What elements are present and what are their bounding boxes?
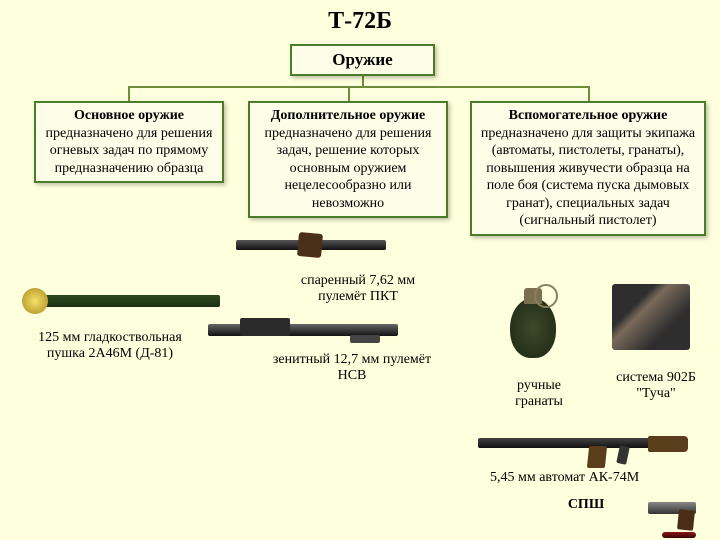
connector (128, 86, 590, 88)
connector (128, 86, 130, 101)
additional-text: предназначено для решения задач, решение… (265, 126, 432, 211)
connector (588, 86, 590, 101)
rifle-label: 5,45 мм автомат АК-74М (490, 470, 710, 486)
rifle-icon (478, 430, 688, 464)
grenade-icon (510, 298, 556, 358)
aux-box: Вспомогательное оружие предназначено для… (470, 101, 706, 236)
slide-title: Т-72Б (0, 0, 720, 35)
main-box: Основное оружие предназначено для решени… (34, 101, 224, 183)
additional-box: Дополнительное оружие предназначено для … (248, 101, 448, 218)
pistol-icon (648, 502, 704, 530)
aux-text: предназначено для защиты экипажа (автома… (481, 126, 695, 229)
nsv-handle-icon (350, 335, 380, 343)
grenades-label: ручные гранаты (504, 378, 574, 410)
header-box: Оружие (290, 44, 435, 76)
additional-heading: Дополнительное оружие (271, 108, 425, 123)
nsv-label: зенитный 12,7 мм пулемёт НСВ (272, 352, 432, 384)
cannon-label: 125 мм гладкоствольная пушка 2А46М (Д-81… (30, 330, 190, 362)
smoke-label: система 902Б "Туча" (602, 370, 710, 402)
spsh-label: СПШ (556, 497, 616, 513)
pkt-label: спаренный 7,62 мм пулемёт ПКТ (278, 273, 438, 305)
main-text: предназначено для решения огневых задач … (46, 126, 213, 176)
pkt-box-icon (297, 232, 323, 258)
cannon-icon (30, 295, 220, 307)
flare-icon (662, 532, 696, 538)
smoke-photo-icon (612, 284, 690, 350)
main-heading: Основное оружие (74, 108, 184, 123)
aux-heading: Вспомогательное оружие (509, 108, 668, 123)
cannon-tip-icon (22, 288, 48, 314)
connector (348, 86, 350, 101)
nsv-body-icon (240, 318, 290, 336)
